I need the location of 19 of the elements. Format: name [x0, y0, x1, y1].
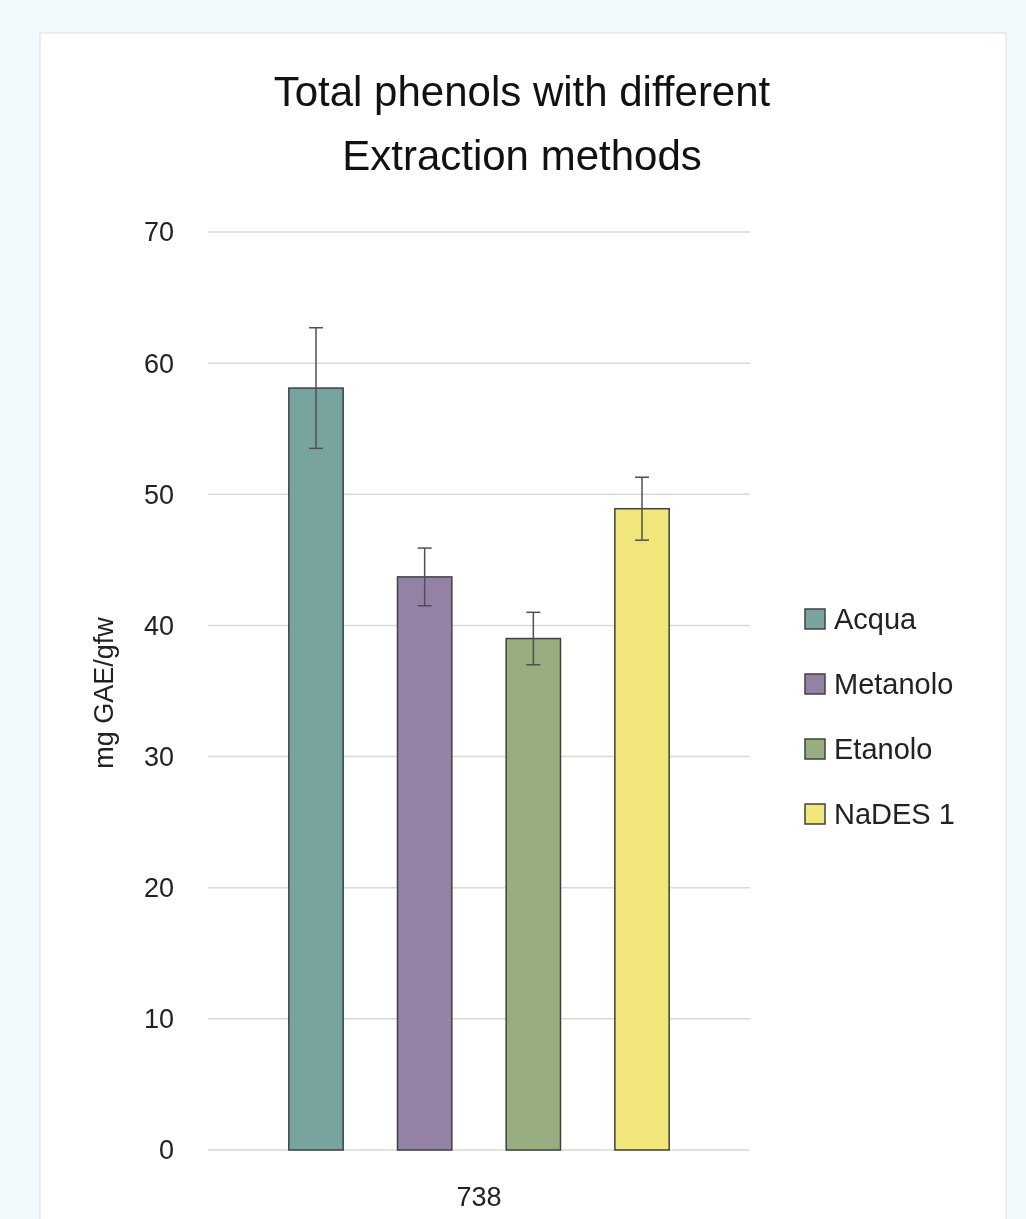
legend-label: Acqua [834, 603, 918, 636]
y-axis-title: mg GAE/gfw [89, 616, 119, 769]
y-tick-label: 60 [143, 348, 174, 379]
y-tick-label: 50 [143, 479, 174, 510]
bar [505, 637, 562, 1151]
x-tick-label: 738 [456, 1182, 502, 1212]
chart-title: Total phenols with different Extraction methods [273, 68, 771, 179]
bar [396, 576, 453, 1151]
y-tick-label: 0 [158, 1135, 174, 1166]
legend-label: Etanolo [834, 733, 933, 766]
bar [288, 387, 344, 1151]
y-tick-label: 40 [143, 610, 174, 641]
legend-label: Metanolo [834, 668, 954, 701]
y-tick-label: 20 [143, 873, 174, 904]
legend-label: NaDES 1 [834, 798, 955, 831]
bar [614, 507, 670, 1151]
y-tick-label: 10 [143, 1004, 174, 1035]
y-tick-label: 30 [143, 742, 174, 773]
y-tick-label: 70 [143, 217, 174, 248]
